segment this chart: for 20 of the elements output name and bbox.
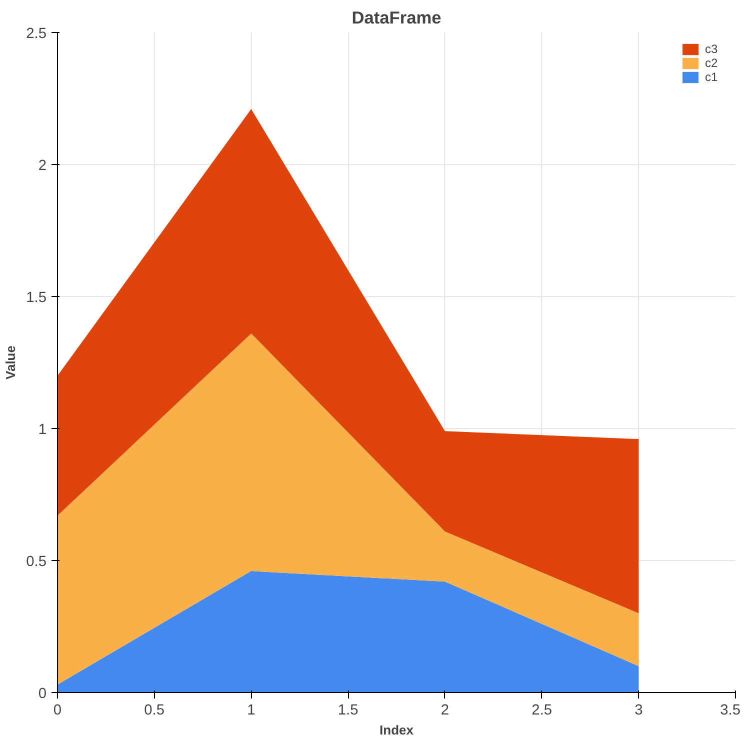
y-tick-label: 0 xyxy=(38,686,47,702)
y-tick-label: 1 xyxy=(38,422,47,438)
x-tick-label: 2.5 xyxy=(532,702,552,718)
y-axis-title: Value xyxy=(3,346,18,380)
y-tick-label: 0.5 xyxy=(26,554,46,570)
y-tick-label: 2.5 xyxy=(26,26,46,42)
y-tick-label: 1.5 xyxy=(26,290,46,306)
legend-label: c3 xyxy=(705,42,719,56)
legend-label: c2 xyxy=(705,56,719,70)
x-tick-label: 1.5 xyxy=(338,702,358,718)
chart-title: DataFrame xyxy=(352,8,442,28)
x-tick-label: 2 xyxy=(440,702,450,718)
x-tick-label: 0 xyxy=(53,702,62,718)
x-tick-label: 3 xyxy=(634,702,643,718)
y-tick-label: 2 xyxy=(38,158,47,174)
legend-label: c1 xyxy=(705,70,719,84)
x-tick-label: 0.5 xyxy=(144,702,165,718)
x-axis-title: Index xyxy=(380,722,414,738)
x-tick-label: 1 xyxy=(247,702,256,718)
x-tick-label: 3.5 xyxy=(720,702,740,718)
